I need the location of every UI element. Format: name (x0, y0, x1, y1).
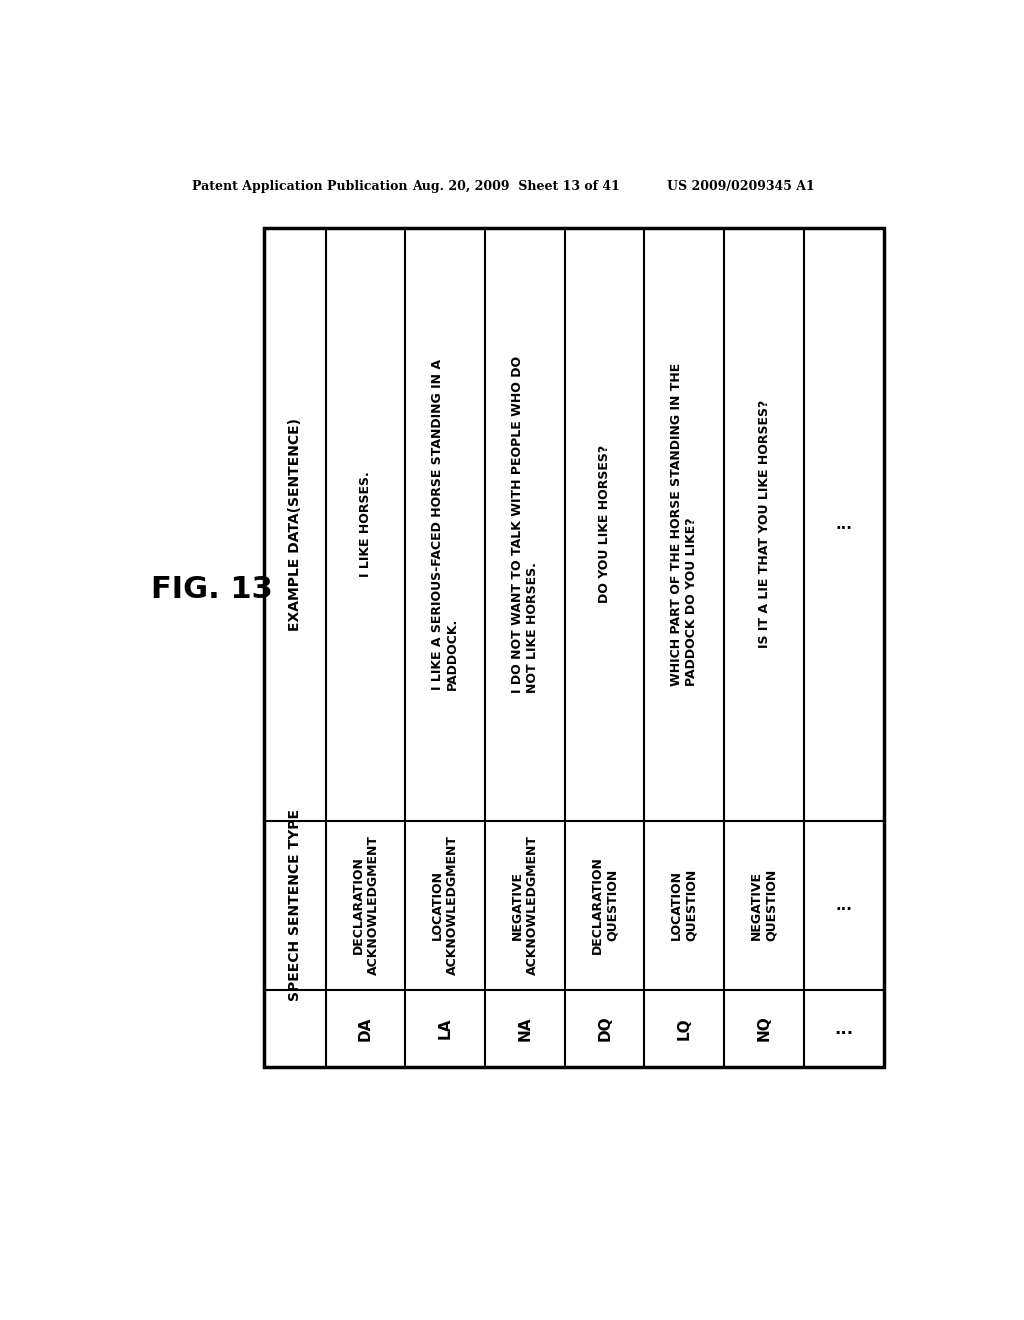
Text: Aug. 20, 2009  Sheet 13 of 41: Aug. 20, 2009 Sheet 13 of 41 (413, 181, 621, 194)
Text: Patent Application Publication: Patent Application Publication (191, 181, 408, 194)
Text: ...: ... (836, 516, 852, 532)
Text: I LIKE HORSES.: I LIKE HORSES. (359, 471, 372, 577)
Text: LA: LA (437, 1018, 453, 1039)
Text: LQ: LQ (677, 1018, 692, 1040)
Text: DA: DA (358, 1016, 373, 1040)
Text: DECLARATION
QUESTION: DECLARATION QUESTION (591, 857, 618, 954)
Text: IS IT A LIE THAT YOU LIKE HORSES?: IS IT A LIE THAT YOU LIKE HORSES? (758, 400, 770, 648)
Text: SPEECH SENTENCE TYPE: SPEECH SENTENCE TYPE (288, 809, 302, 1002)
Text: ...: ... (835, 1019, 853, 1038)
Text: WHICH PART OF THE HORSE STANDING IN THE
PADDOCK DO YOU LIKE?: WHICH PART OF THE HORSE STANDING IN THE … (671, 363, 698, 686)
Text: ...: ... (836, 898, 852, 913)
Text: LOCATION
ACKNOWLEDGMENT: LOCATION ACKNOWLEDGMENT (431, 836, 459, 975)
Text: LOCATION
QUESTION: LOCATION QUESTION (671, 869, 698, 941)
Text: US 2009/0209345 A1: US 2009/0209345 A1 (667, 181, 814, 194)
Text: I DO NOT WANT TO TALK WITH PEOPLE WHO DO
NOT LIKE HORSES.: I DO NOT WANT TO TALK WITH PEOPLE WHO DO… (511, 355, 539, 693)
Text: NA: NA (517, 1016, 532, 1040)
Text: DECLARATION
ACKNOWLEDGMENT: DECLARATION ACKNOWLEDGMENT (351, 836, 380, 975)
Text: NQ: NQ (757, 1015, 771, 1041)
Text: DQ: DQ (597, 1015, 612, 1041)
Text: NEGATIVE
ACKNOWLEDGMENT: NEGATIVE ACKNOWLEDGMENT (511, 836, 539, 975)
Text: FIG. 13: FIG. 13 (151, 576, 272, 605)
Text: I LIKE A SERIOUS-FACED HORSE STANDING IN A
PADDOCK.: I LIKE A SERIOUS-FACED HORSE STANDING IN… (431, 359, 459, 689)
Text: DO YOU LIKE HORSES?: DO YOU LIKE HORSES? (598, 445, 611, 603)
Text: NEGATIVE
QUESTION: NEGATIVE QUESTION (750, 869, 778, 941)
Text: EXAMPLE DATA(SENTENCE): EXAMPLE DATA(SENTENCE) (288, 417, 302, 631)
Bar (263, 227, 884, 1067)
